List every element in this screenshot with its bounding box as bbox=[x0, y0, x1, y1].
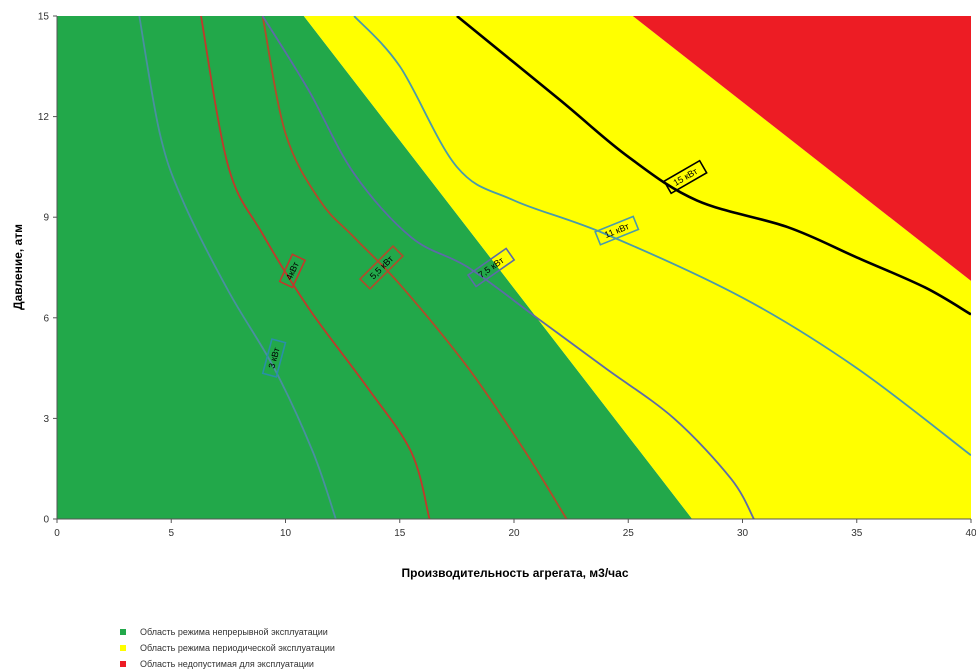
series-line-3 bbox=[261, 16, 755, 519]
curve-label-4: 11 кВт bbox=[594, 215, 640, 246]
legend-item-continuous: Область режима непрерывной эксплуатации bbox=[120, 624, 335, 640]
series-line-2 bbox=[261, 16, 568, 519]
y-axis-title: Давление, атм bbox=[11, 224, 25, 310]
curve-label-box bbox=[278, 253, 307, 289]
legend-label: Область недопустимая для эксплуатации bbox=[140, 659, 314, 669]
legend-item-periodic: Область режима периодической эксплуатаци… bbox=[120, 640, 335, 656]
curve-label-box bbox=[261, 338, 287, 378]
x-tick-label: 20 bbox=[508, 528, 520, 539]
series-line-4 bbox=[353, 16, 971, 457]
x-tick-label: 40 bbox=[965, 528, 976, 539]
series-line-1 bbox=[200, 16, 431, 519]
region-0 bbox=[57, 16, 693, 519]
y-tick-label: 15 bbox=[38, 12, 50, 23]
x-tick-label: 15 bbox=[394, 528, 406, 539]
legend-swatch bbox=[120, 645, 126, 651]
x-tick-label: 35 bbox=[851, 528, 863, 539]
curve-label-box bbox=[466, 247, 516, 288]
series-line-5 bbox=[456, 16, 971, 316]
region-1 bbox=[303, 16, 971, 519]
curve-label-box bbox=[358, 244, 405, 291]
legend-label: Область режима периодической эксплуатаци… bbox=[140, 643, 335, 653]
x-tick-label: 0 bbox=[54, 528, 60, 539]
y-tick-label: 6 bbox=[43, 313, 49, 324]
series-line-0 bbox=[138, 16, 337, 519]
legend: Область режима непрерывной эксплуатации … bbox=[120, 624, 335, 672]
legend-label: Область режима непрерывной эксплуатации bbox=[140, 627, 328, 637]
legend-swatch bbox=[120, 629, 126, 635]
x-tick-label: 10 bbox=[280, 528, 292, 539]
x-tick-label: 25 bbox=[623, 528, 635, 539]
x-tick-label: 30 bbox=[737, 528, 749, 539]
y-tick-label: 3 bbox=[43, 414, 49, 425]
legend-item-forbidden: Область недопустимая для эксплуатации bbox=[120, 656, 335, 672]
region-2 bbox=[632, 16, 971, 281]
curve-label-box bbox=[594, 215, 640, 246]
curve-label-box bbox=[663, 159, 708, 195]
y-tick-label: 12 bbox=[38, 112, 50, 123]
x-axis-title: Производительность агрегата, м3/час bbox=[401, 566, 628, 580]
y-tick-label: 9 bbox=[43, 213, 49, 224]
y-tick-label: 0 bbox=[43, 515, 49, 526]
legend-swatch bbox=[120, 661, 126, 667]
x-tick-label: 5 bbox=[168, 528, 174, 539]
